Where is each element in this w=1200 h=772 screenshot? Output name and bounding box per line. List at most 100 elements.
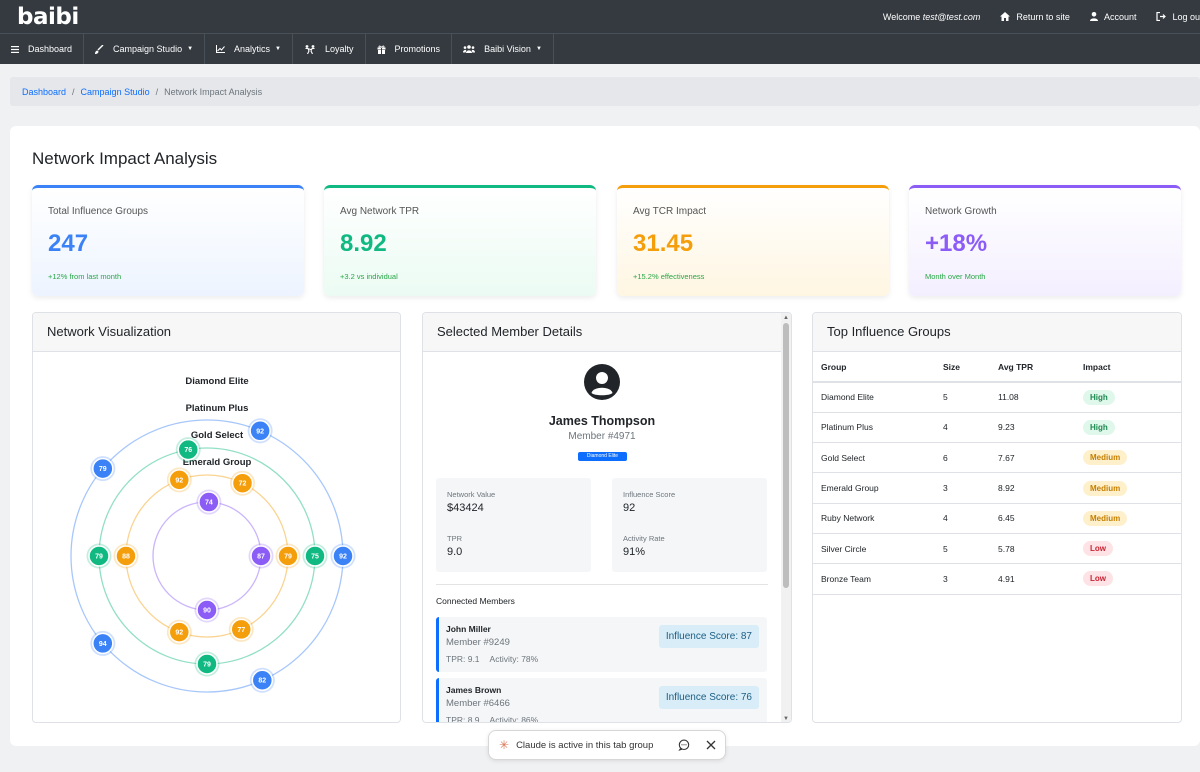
connected-member-activity: Activity: 78% bbox=[489, 654, 539, 664]
group-name-cell: Platinum Plus bbox=[813, 412, 935, 444]
chart-line-icon bbox=[216, 45, 226, 53]
network-node[interactable]: 79 bbox=[194, 651, 220, 677]
stat-value: 247 bbox=[48, 230, 89, 257]
table-row[interactable]: Platinum Plus 4 9.23 High bbox=[813, 412, 1181, 444]
network-node[interactable]: 92 bbox=[166, 467, 192, 493]
connected-member-id: Member #6466 bbox=[446, 698, 510, 709]
network-node[interactable]: 92 bbox=[166, 619, 192, 645]
influence-score-label: Influence Score bbox=[623, 490, 676, 499]
table-row[interactable]: Gold Select 6 7.67 Medium bbox=[813, 442, 1181, 474]
return-to-site-link[interactable]: Return to site bbox=[1000, 12, 1070, 22]
network-node[interactable]: 90 bbox=[194, 597, 220, 623]
activity-rate-value: 91% bbox=[623, 546, 646, 558]
node-dot bbox=[196, 599, 218, 621]
member-details-scroll-area[interactable]: James Thompson Member #4971 Diamond Elit… bbox=[423, 352, 781, 723]
nav-campaign-studio[interactable]: Campaign Studio ▼ bbox=[84, 34, 206, 64]
node-value: 72 bbox=[239, 481, 247, 488]
breadcrumb-campaign-studio[interactable]: Campaign Studio bbox=[80, 86, 150, 97]
nav-promotions[interactable]: Promotions bbox=[366, 34, 453, 64]
nav-loyalty[interactable]: Loyalty bbox=[293, 34, 366, 64]
welcome-email: test@test.com bbox=[922, 11, 981, 22]
table-row[interactable]: Ruby Network 4 6.45 Medium bbox=[813, 503, 1181, 534]
scroll-down-icon[interactable]: ▼ bbox=[783, 716, 789, 722]
column-header-impact[interactable]: Impact bbox=[1075, 352, 1181, 383]
connected-member-activity: Activity: 86% bbox=[489, 715, 539, 723]
network-node[interactable]: 87 bbox=[248, 543, 274, 569]
table-row[interactable]: Silver Circle 5 5.78 Low bbox=[813, 533, 1181, 565]
column-header-group[interactable]: Group bbox=[813, 352, 935, 383]
network-graph[interactable]: Diamond Elite Platinum Plus Gold Select Eme… bbox=[33, 352, 400, 722]
node-dot bbox=[168, 621, 191, 643]
brand-logo[interactable]: baibi bbox=[17, 3, 79, 30]
account-label: Account bbox=[1103, 11, 1137, 22]
breadcrumb-dashboard[interactable]: Dashboard bbox=[22, 86, 67, 97]
network-node[interactable]: 88 bbox=[113, 543, 139, 569]
network-node[interactable]: 75 bbox=[302, 543, 328, 569]
network-node[interactable]: 94 bbox=[90, 630, 116, 656]
group-impact-cell: High bbox=[1075, 382, 1181, 413]
connected-member-stats: TPR: 8.9 Activity: 86% bbox=[446, 715, 760, 723]
column-header-avg-tpr[interactable]: Avg TPR bbox=[990, 352, 1075, 383]
scrollbar[interactable]: ▲ ▼ bbox=[781, 313, 791, 722]
network-node[interactable]: 79 bbox=[86, 543, 112, 569]
scrollbar-thumb[interactable] bbox=[783, 323, 789, 588]
node-value: 92 bbox=[256, 428, 264, 435]
node-dot bbox=[249, 420, 271, 442]
node-value: 82 bbox=[258, 678, 266, 685]
network-node[interactable]: 76 bbox=[175, 437, 201, 463]
group-name-cell: Diamond Elite bbox=[813, 382, 935, 413]
stat-subtext: Month over Month bbox=[925, 272, 986, 281]
stat-label: Avg TCR Impact bbox=[633, 206, 706, 217]
node-dot bbox=[250, 545, 272, 567]
stat-subtext: +12% from last month bbox=[48, 272, 122, 281]
panel-title: Top Influence Groups bbox=[813, 313, 1181, 352]
connected-member-id: Member #9249 bbox=[446, 637, 510, 648]
network-node[interactable]: 72 bbox=[230, 470, 256, 496]
top-bar-right: Welcome test@test.com Return to site Acc… bbox=[883, 12, 1200, 22]
logout-link[interactable]: Log ou bbox=[1156, 12, 1200, 22]
welcome-text: Welcome test@test.com bbox=[883, 12, 981, 22]
network-node[interactable]: 92 bbox=[247, 418, 273, 444]
table-row[interactable]: Emerald Group 3 8.92 Medium bbox=[813, 472, 1181, 504]
node-dot bbox=[198, 491, 220, 513]
network-node[interactable]: 74 bbox=[196, 489, 222, 515]
people-carry-icon bbox=[305, 44, 315, 54]
menu-icon bbox=[11, 45, 19, 53]
column-header-size[interactable]: Size bbox=[935, 352, 990, 383]
account-link[interactable]: Account bbox=[1089, 11, 1137, 22]
network-node[interactable]: 82 bbox=[249, 667, 275, 693]
table-row[interactable]: Bronze Team 3 4.91 Low bbox=[813, 563, 1181, 595]
connected-member-card[interactable]: James Brown Member #6466 TPR: 8.9 Activi… bbox=[436, 678, 767, 723]
network-node[interactable]: 92 bbox=[330, 543, 356, 569]
nav-analytics[interactable]: Analytics ▼ bbox=[205, 34, 293, 64]
impact-badge: High bbox=[1083, 389, 1115, 405]
chat-icon[interactable] bbox=[677, 738, 691, 752]
group-tpr-cell: 7.67 bbox=[990, 442, 1075, 474]
network-node[interactable]: 77 bbox=[228, 616, 254, 642]
nav-baibi-vision[interactable]: Baibi Vision ▼ bbox=[452, 34, 554, 64]
group-impact-cell: Low bbox=[1075, 533, 1181, 565]
node-dot bbox=[332, 545, 354, 567]
scroll-up-icon[interactable]: ▲ bbox=[783, 315, 789, 321]
breadcrumb-separator: / bbox=[155, 86, 159, 97]
chevron-down-icon: ▼ bbox=[535, 46, 542, 52]
node-dot bbox=[196, 653, 218, 675]
nav-dashboard[interactable]: Dashboard bbox=[0, 34, 85, 64]
connected-member-card[interactable]: John Miller Member #9249 TPR: 9.1 Activi… bbox=[436, 617, 767, 672]
node-dot bbox=[88, 545, 110, 567]
breadcrumb: Dashboard / Campaign Studio / Network Im… bbox=[10, 77, 1200, 106]
brush-icon bbox=[95, 44, 104, 54]
influence-groups-table: Group Size Avg TPR Impact Diamond Elite 5… bbox=[813, 352, 1181, 595]
network-node[interactable]: 79 bbox=[275, 543, 301, 569]
node-value: 74 bbox=[205, 500, 213, 507]
table-row[interactable]: Diamond Elite 5 11.08 High bbox=[813, 382, 1181, 413]
metric-box-left: Network Value $43424 TPR 9.0 bbox=[436, 478, 591, 572]
node-value: 75 bbox=[311, 554, 319, 561]
close-icon[interactable] bbox=[704, 738, 718, 752]
ring-label: Diamond Elite bbox=[185, 376, 248, 387]
impact-badge: Medium bbox=[1083, 450, 1128, 466]
network-node[interactable]: 79 bbox=[90, 456, 116, 482]
group-impact-cell: Medium bbox=[1075, 442, 1181, 474]
group-name-cell: Bronze Team bbox=[813, 563, 935, 595]
network-visualization-panel: Network Visualization Diamond Elite Plati… bbox=[32, 312, 401, 723]
